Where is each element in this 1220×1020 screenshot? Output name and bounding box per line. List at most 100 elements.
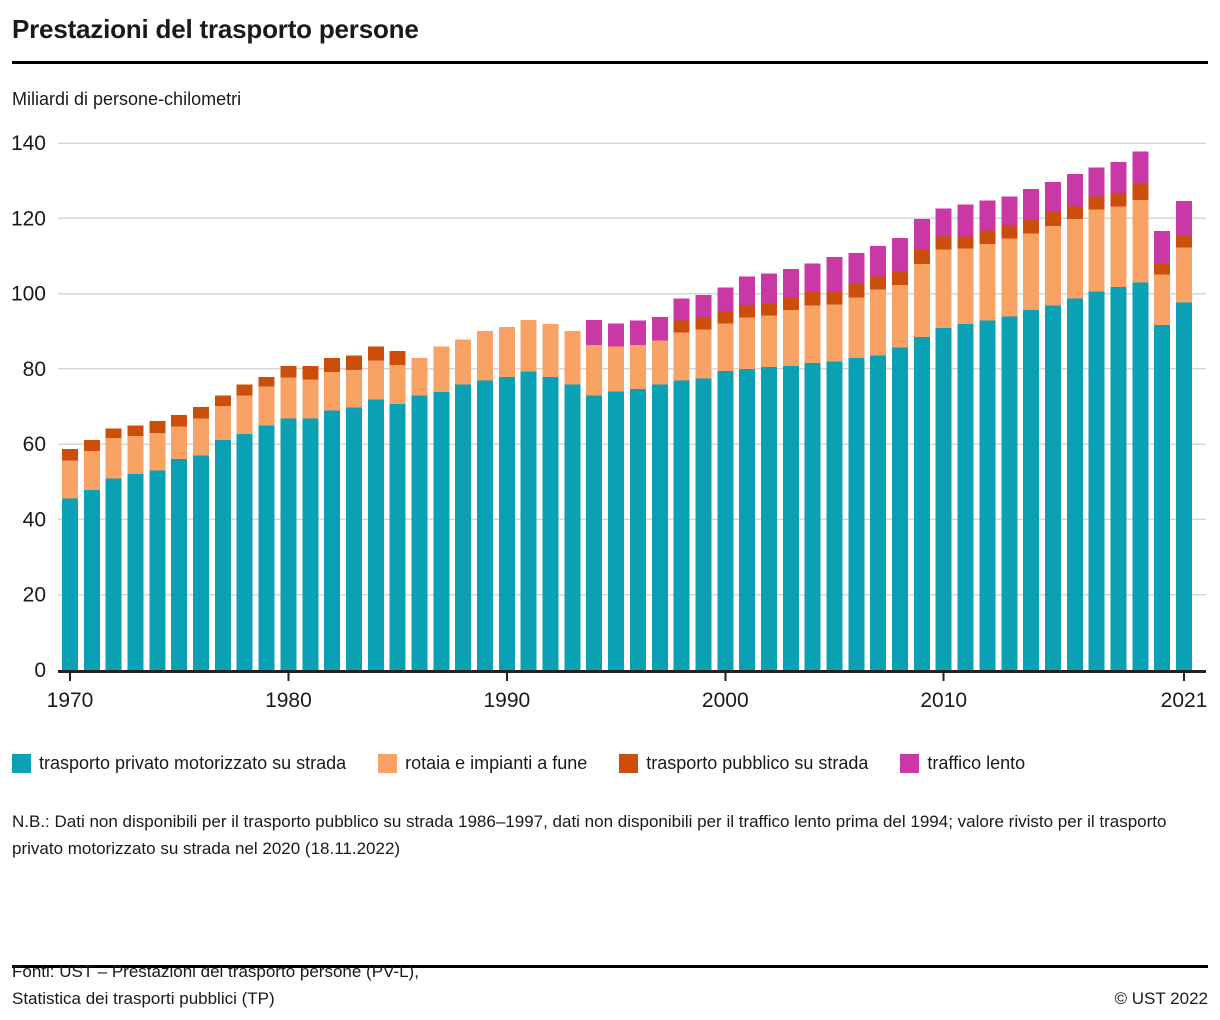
bar-2012-slow xyxy=(979,200,996,231)
bar-1978-bus xyxy=(236,384,253,396)
bar-1989-private xyxy=(477,380,493,671)
bar-2014-bus xyxy=(1023,219,1040,234)
bar-2015-private xyxy=(1044,305,1061,671)
bar-1988-private xyxy=(455,384,472,671)
bar-1971-bus xyxy=(83,440,100,452)
bar-2000-private xyxy=(717,371,734,671)
bar-1993-private xyxy=(564,384,581,671)
y-tick-label: 20 xyxy=(23,584,46,607)
bar-1994-rail xyxy=(586,344,603,396)
bar-2013-private xyxy=(1001,316,1018,671)
copyright-text: © UST 2022 xyxy=(1114,989,1208,1008)
bar-2020-private xyxy=(1154,325,1171,671)
bar-1998-bus xyxy=(673,320,690,333)
legend-swatch-rail xyxy=(378,753,398,773)
legend-item-bus: trasporto pubblico su strada xyxy=(619,752,868,774)
bar-1972-bus xyxy=(105,428,122,439)
y-tick-label: 100 xyxy=(12,283,46,306)
bar-1985-rail xyxy=(389,365,406,405)
bar-2019-bus xyxy=(1132,183,1149,201)
bar-2011-rail xyxy=(957,248,974,325)
bar-2016-private xyxy=(1066,298,1083,671)
bar-2009-slow xyxy=(913,219,930,251)
bar-2011-bus xyxy=(957,236,974,249)
bar-1976-rail xyxy=(193,418,210,456)
bar-1980-rail xyxy=(280,377,297,419)
bar-2001-slow xyxy=(739,276,756,306)
bar-2019-private xyxy=(1132,282,1149,671)
legend-swatch-private xyxy=(12,753,31,773)
bar-2021-slow xyxy=(1176,201,1192,236)
bar-1984-bus xyxy=(367,346,384,361)
bar-2004-bus xyxy=(804,292,821,306)
bar-1986-private xyxy=(411,395,428,671)
bar-1977-bus xyxy=(214,395,231,407)
bar-1976-private xyxy=(193,455,210,671)
bar-1977-private xyxy=(214,440,231,671)
y-tick-label: 0 xyxy=(34,659,46,682)
bar-1991-rail xyxy=(520,320,537,372)
bar-1989-rail xyxy=(477,331,493,381)
bar-2016-bus xyxy=(1066,206,1083,220)
bar-1988-rail xyxy=(455,339,472,385)
chart-footnote: N.B.: Dati non disponibili per il traspo… xyxy=(12,812,1167,859)
bar-1979-bus xyxy=(258,377,275,387)
bar-1983-rail xyxy=(346,370,362,408)
bar-1999-slow xyxy=(695,295,712,318)
bar-1990-private xyxy=(498,377,515,671)
bar-1973-bus xyxy=(127,425,144,437)
bar-2008-bus xyxy=(892,271,908,286)
bar-1975-bus xyxy=(171,415,188,427)
bar-2020-bus xyxy=(1154,264,1171,275)
bar-1994-private xyxy=(586,395,603,671)
bar-2017-bus xyxy=(1088,196,1105,210)
bar-1996-slow xyxy=(629,320,646,346)
legend-item-rail: rotaia e impianti a fune xyxy=(378,752,587,774)
bar-1990-rail xyxy=(498,327,515,378)
bar-2019-slow xyxy=(1132,151,1149,184)
x-tick-label: 1980 xyxy=(265,689,312,712)
bar-1973-private xyxy=(127,474,144,671)
bar-2018-slow xyxy=(1110,162,1127,194)
bar-2009-bus xyxy=(913,250,930,265)
bar-1981-bus xyxy=(302,366,319,380)
bar-1998-private xyxy=(673,380,690,671)
title-divider xyxy=(12,61,1208,65)
stacked-bar-chart: 0 20 40 60 80 100 120 140 1970 1980 1990 2000 2010 20… xyxy=(12,132,1207,712)
source-text: Fonti: UST – Prestazioni del trasporto p… xyxy=(12,958,419,1012)
bar-1979-private xyxy=(258,425,275,671)
bar-2005-private xyxy=(826,361,843,671)
bar-1973-rail xyxy=(127,436,144,475)
bar-1995-slow xyxy=(608,323,625,347)
bar-2003-slow xyxy=(782,269,799,298)
bar-2003-bus xyxy=(782,297,799,311)
bar-1986-rail xyxy=(411,358,428,396)
bar-1982-bus xyxy=(324,358,341,373)
bar-2018-rail xyxy=(1110,206,1127,287)
bar-1981-private xyxy=(302,418,319,671)
bar-1970-bus xyxy=(62,449,78,461)
bar-1995-rail xyxy=(608,346,625,392)
footer-divider xyxy=(12,965,1208,968)
bar-1978-rail xyxy=(236,395,253,435)
bar-1993-rail xyxy=(564,331,581,385)
bar-1979-rail xyxy=(258,386,275,426)
bar-2010-bus xyxy=(935,236,952,250)
bar-2018-private xyxy=(1110,286,1127,671)
bar-2015-bus xyxy=(1044,212,1061,227)
bar-2009-rail xyxy=(913,264,930,338)
bar-2001-rail xyxy=(739,317,756,370)
bar-1970-private xyxy=(62,498,78,671)
x-tick-label: 2010 xyxy=(920,689,967,712)
bar-1975-rail xyxy=(171,426,188,460)
bar-2020-rail xyxy=(1154,274,1171,326)
bar-2001-bus xyxy=(739,305,756,318)
bar-2021-bus xyxy=(1176,235,1192,248)
bar-2011-slow xyxy=(957,204,974,237)
bar-2018-bus xyxy=(1110,193,1127,207)
x-tick-label: 1970 xyxy=(47,689,94,712)
y-tick-label: 60 xyxy=(23,433,46,456)
bar-2014-private xyxy=(1023,310,1040,671)
bar-1977-rail xyxy=(214,406,231,441)
